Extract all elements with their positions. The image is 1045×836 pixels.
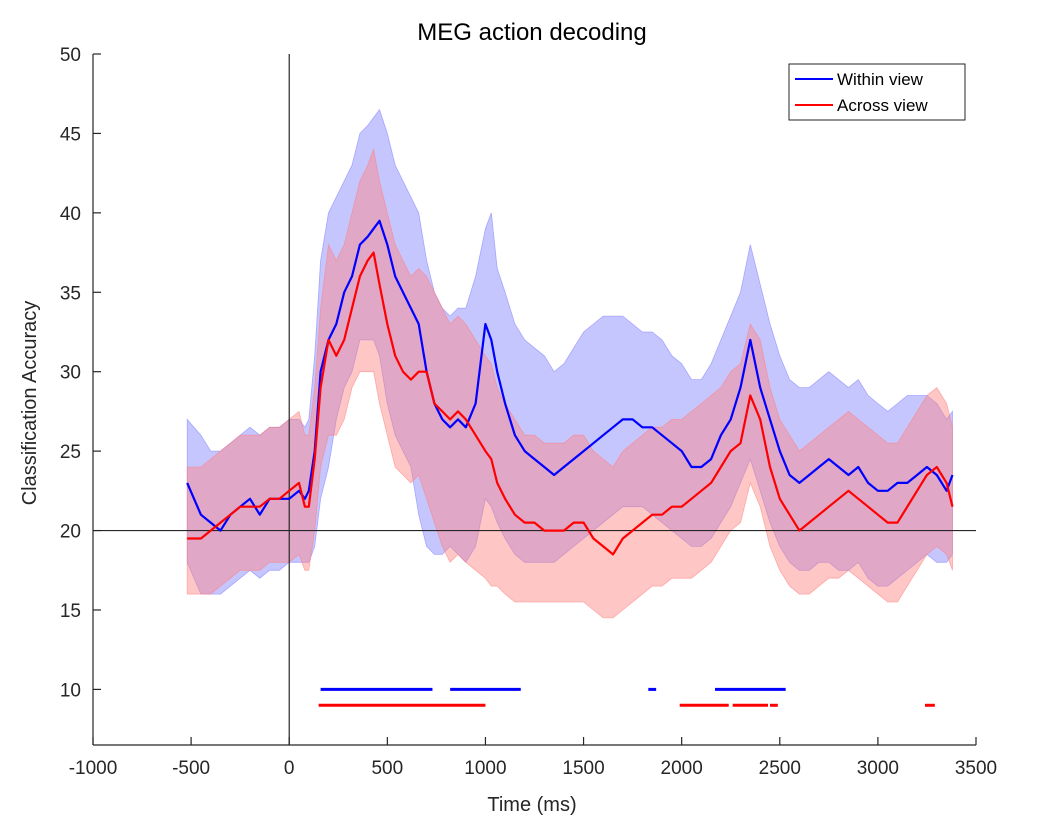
legend-label-across-view: Across view [837,96,928,115]
legend: Within view Across view [788,63,966,121]
across-view-error-band [186,147,953,619]
chart-title: MEG action decoding [417,19,646,46]
x-tick-label: 3500 [955,758,997,779]
y-tick-label: 40 [60,204,81,225]
x-tick-label: 2000 [661,758,703,779]
x-tick-label: 1000 [464,758,506,779]
x-tick-label: 2500 [759,758,801,779]
legend-label-within-view: Within view [837,70,924,89]
x-tick-label: -500 [172,758,210,779]
axes [92,54,976,746]
y-axis-label: Classification Accuracy [19,301,41,506]
confidence-bands [186,108,953,619]
x-tick-label: 500 [371,758,403,779]
y-tick-label: 50 [60,45,81,66]
y-ticks: 10 15 20 25 30 35 40 45 50 [60,45,101,701]
reference-lines [93,54,976,745]
x-tick-label: 0 [284,758,295,779]
x-tick-label: -1000 [69,758,118,779]
series-lines [186,219,954,556]
y-tick-label: 45 [60,124,81,145]
significance-markers [318,687,935,707]
legend-box [788,63,966,121]
y-tick-label: 25 [60,442,81,463]
y-tick-label: 20 [60,522,81,543]
x-axis-label: Time (ms) [487,794,576,816]
x-tick-label: 1500 [562,758,604,779]
y-tick-label: 10 [60,680,81,701]
x-ticks: -1000 -500 0 500 1000 1500 2000 2500 3000 3500 [69,737,997,779]
y-tick-label: 30 [60,363,81,384]
across-view-line [187,251,954,556]
x-tick-label: 3000 [857,758,899,779]
y-tick-label: 35 [60,283,81,304]
y-tick-label: 15 [60,601,81,622]
